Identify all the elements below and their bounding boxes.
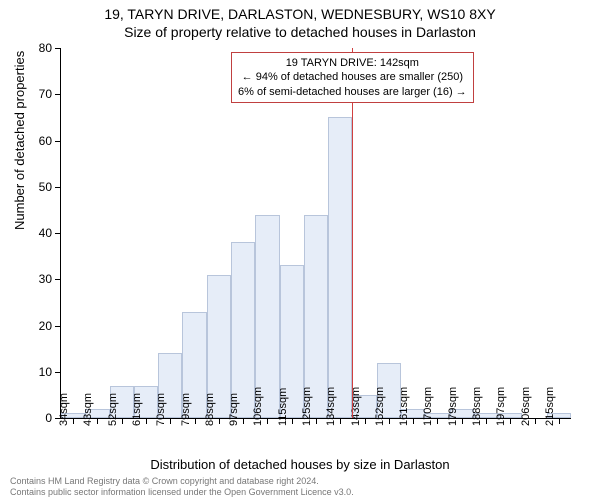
- x-tick: [243, 418, 244, 424]
- x-tick-label: 125sqm: [301, 387, 313, 426]
- y-tick-label: 20: [39, 319, 52, 333]
- x-tick-label: 52sqm: [107, 393, 119, 426]
- x-axis-title: Distribution of detached houses by size …: [0, 457, 600, 472]
- x-tick: [486, 418, 487, 424]
- histogram-bar: [328, 117, 352, 418]
- x-tick-label: 34sqm: [58, 393, 70, 426]
- annotation-line1: 19 TARYN DRIVE: 142sqm: [238, 56, 467, 70]
- x-tick: [462, 418, 463, 424]
- y-tick: [55, 326, 61, 327]
- x-tick: [292, 418, 293, 424]
- x-tick: [535, 418, 536, 424]
- y-tick: [55, 94, 61, 95]
- x-tick-label: 215sqm: [544, 387, 556, 426]
- y-tick-label: 30: [39, 272, 52, 286]
- x-tick-label: 170sqm: [422, 387, 434, 426]
- x-tick-label: 88sqm: [204, 393, 216, 426]
- y-tick: [55, 372, 61, 373]
- x-tick: [413, 418, 414, 424]
- x-tick-label: 179sqm: [447, 387, 459, 426]
- annotation-line2: ← 94% of detached houses are smaller (25…: [238, 70, 467, 84]
- x-tick: [170, 418, 171, 424]
- x-tick: [365, 418, 366, 424]
- x-tick-label: 143sqm: [350, 387, 362, 426]
- annotation-box: 19 TARYN DRIVE: 142sqm ← 94% of detached…: [231, 52, 474, 103]
- y-tick-label: 40: [39, 226, 52, 240]
- reference-line: [352, 48, 353, 418]
- y-axis-title: Number of detached properties: [12, 51, 27, 230]
- x-tick-label: 106sqm: [252, 387, 264, 426]
- x-tick-label: 197sqm: [495, 387, 507, 426]
- x-tick: [340, 418, 341, 424]
- x-tick: [267, 418, 268, 424]
- x-tick: [146, 418, 147, 424]
- x-tick-label: 61sqm: [131, 393, 143, 426]
- x-tick-label: 97sqm: [228, 393, 240, 426]
- x-tick: [122, 418, 123, 424]
- x-tick-label: 70sqm: [155, 393, 167, 426]
- x-tick: [437, 418, 438, 424]
- x-tick: [559, 418, 560, 424]
- y-tick: [55, 279, 61, 280]
- y-tick-label: 0: [45, 411, 52, 425]
- copyright-line1: Contains HM Land Registry data © Crown c…: [10, 476, 354, 487]
- x-tick: [316, 418, 317, 424]
- x-tick-label: 43sqm: [82, 393, 94, 426]
- x-tick-label: 152sqm: [374, 387, 386, 426]
- y-tick-label: 70: [39, 87, 52, 101]
- x-tick: [219, 418, 220, 424]
- y-tick-label: 50: [39, 180, 52, 194]
- x-tick-label: 115sqm: [277, 388, 289, 426]
- copyright-line2: Contains public sector information licen…: [10, 487, 354, 498]
- plot-area: 34sqm43sqm52sqm61sqm70sqm79sqm88sqm97sqm…: [60, 48, 571, 419]
- x-tick-label: 134sqm: [325, 387, 337, 426]
- annotation-line3: 6% of semi-detached houses are larger (1…: [238, 85, 467, 99]
- x-tick-label: 206sqm: [520, 387, 532, 426]
- y-tick-label: 10: [39, 365, 52, 379]
- copyright-text: Contains HM Land Registry data © Crown c…: [10, 476, 354, 498]
- chart-container: 19, TARYN DRIVE, DARLASTON, WEDNESBURY, …: [0, 0, 600, 500]
- x-tick-label: 161sqm: [398, 387, 410, 426]
- x-tick: [73, 418, 74, 424]
- chart-title-address: 19, TARYN DRIVE, DARLASTON, WEDNESBURY, …: [0, 0, 600, 22]
- x-tick-label: 79sqm: [180, 393, 192, 426]
- y-tick-label: 60: [39, 134, 52, 148]
- x-tick: [389, 418, 390, 424]
- y-tick: [55, 233, 61, 234]
- chart-title-subtitle: Size of property relative to detached ho…: [0, 22, 600, 40]
- y-tick-label: 80: [39, 41, 52, 55]
- y-tick: [55, 48, 61, 49]
- x-tick: [510, 418, 511, 424]
- y-tick: [55, 141, 61, 142]
- x-tick-label: 188sqm: [471, 387, 483, 426]
- y-tick: [55, 187, 61, 188]
- x-tick: [195, 418, 196, 424]
- x-tick: [97, 418, 98, 424]
